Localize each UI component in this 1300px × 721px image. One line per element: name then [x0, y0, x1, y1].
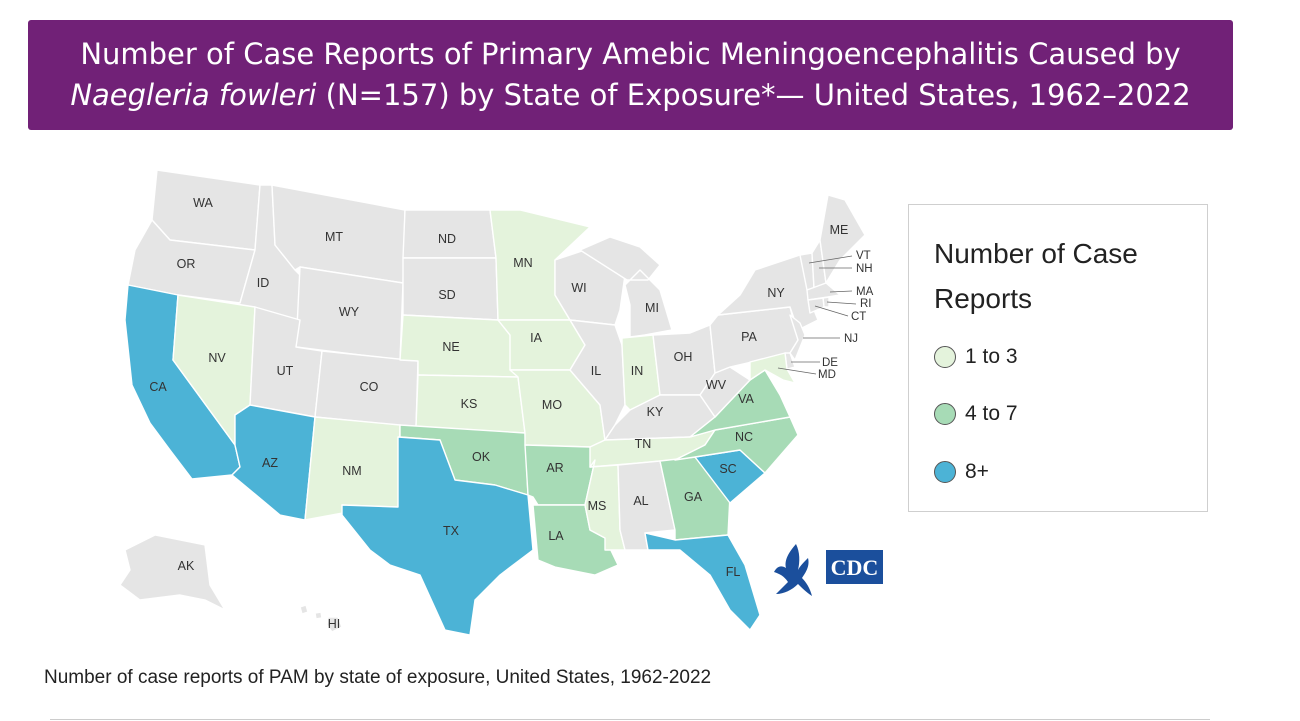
label-NH: NH	[856, 263, 873, 275]
legend-item-1to3: 1 to 3	[934, 344, 1018, 370]
label-SC: SC	[719, 462, 736, 476]
label-NM: NM	[342, 464, 361, 478]
legend-label-1to3: 1 to 3	[965, 345, 1018, 368]
state-CT[interactable]	[807, 297, 825, 314]
label-VA: VA	[738, 392, 754, 406]
title-line-2-rest: (N=157) by State of Exposure*— United St…	[316, 78, 1191, 112]
state-AR[interactable]	[524, 444, 596, 506]
legend-swatch-4to7	[934, 403, 956, 425]
cdc-logo-text: CDC	[831, 555, 879, 580]
label-MO: MO	[542, 398, 562, 412]
state-OR[interactable]	[127, 219, 256, 304]
title-line-2: Naegleria fowleri (N=157) by State of Ex…	[28, 75, 1233, 116]
legend-label-8plus: 8+	[965, 460, 989, 483]
us-choropleth-map: WA OR CA ID NV MT WY UT AZ CO NM ND SD N…	[119, 169, 874, 636]
label-KS: KS	[461, 397, 478, 411]
label-ME: ME	[830, 223, 849, 237]
label-WA: WA	[193, 196, 213, 210]
state-HI[interactable]	[299, 604, 343, 633]
state-MD[interactable]	[749, 352, 796, 384]
state-FL[interactable]	[644, 532, 761, 631]
label-RI: RI	[860, 298, 872, 310]
label-MD: MD	[818, 369, 836, 381]
legend-swatch-1to3	[934, 346, 956, 368]
label-MS: MS	[588, 499, 607, 513]
state-MA[interactable]	[806, 282, 841, 301]
label-OR: OR	[177, 257, 196, 271]
legend-item-4to7: 4 to 7	[934, 401, 1018, 427]
label-SD: SD	[438, 288, 455, 302]
label-ID: ID	[257, 276, 270, 290]
cdc-logo: CDC	[826, 550, 883, 584]
label-HI: HI	[328, 617, 341, 631]
label-CA: CA	[149, 380, 167, 394]
legend-label-4to7: 4 to 7	[965, 402, 1018, 425]
label-AR: AR	[546, 461, 563, 475]
label-UT: UT	[277, 364, 294, 378]
title-line-1: Number of Case Reports of Primary Amebic…	[80, 37, 1181, 71]
label-WV: WV	[706, 378, 727, 392]
legend-title: Number of Case Reports	[934, 238, 1138, 314]
divider	[50, 719, 1210, 720]
label-FL: FL	[726, 565, 741, 579]
label-WY: WY	[339, 305, 360, 319]
label-TX: TX	[443, 524, 460, 538]
state-IA[interactable]	[497, 319, 586, 371]
label-LA: LA	[548, 529, 564, 543]
label-TN: TN	[635, 437, 652, 451]
label-ND: ND	[438, 232, 456, 246]
label-NE: NE	[442, 340, 459, 354]
label-MN: MN	[513, 256, 532, 270]
label-GA: GA	[684, 490, 703, 504]
label-AL: AL	[633, 494, 648, 508]
state-TX[interactable]	[341, 436, 534, 636]
hhs-eagle-icon	[774, 544, 812, 596]
label-MA: MA	[856, 286, 874, 298]
label-IN: IN	[631, 364, 644, 378]
label-DE: DE	[822, 357, 838, 369]
label-AZ: AZ	[262, 456, 278, 470]
label-NY: NY	[767, 286, 785, 300]
label-AK: AK	[178, 559, 195, 573]
legend-item-8plus: 8+	[934, 459, 989, 485]
state-AK[interactable]	[119, 534, 226, 611]
map-caption: Number of case reports of PAM by state o…	[44, 667, 712, 688]
title-species: Naegleria fowleri	[70, 78, 317, 112]
label-PA: PA	[741, 330, 757, 344]
label-KY: KY	[647, 405, 664, 419]
hhs-cdc-logos: CDC	[774, 544, 883, 596]
label-WI: WI	[571, 281, 586, 295]
label-OH: OH	[674, 350, 693, 364]
map-legend: Number of Case Reports 1 to 3 4 to 7 8+	[908, 204, 1208, 512]
label-NC: NC	[735, 430, 753, 444]
title-banner: Number of Case Reports of Primary Amebic…	[28, 20, 1233, 130]
state-WV[interactable]	[699, 366, 751, 418]
label-IL: IL	[591, 364, 601, 378]
label-NJ: NJ	[844, 333, 858, 345]
label-CT: CT	[851, 311, 866, 323]
state-MI[interactable]	[579, 236, 673, 338]
label-NV: NV	[208, 351, 226, 365]
label-VT: VT	[856, 250, 871, 262]
label-OK: OK	[472, 450, 491, 464]
legend-swatch-8plus	[934, 461, 956, 483]
label-IA: IA	[530, 331, 542, 345]
state-NJ[interactable]	[789, 314, 806, 361]
label-MI: MI	[645, 301, 659, 315]
state-NC[interactable]	[674, 416, 799, 474]
label-CO: CO	[360, 380, 379, 394]
label-MT: MT	[325, 230, 343, 244]
